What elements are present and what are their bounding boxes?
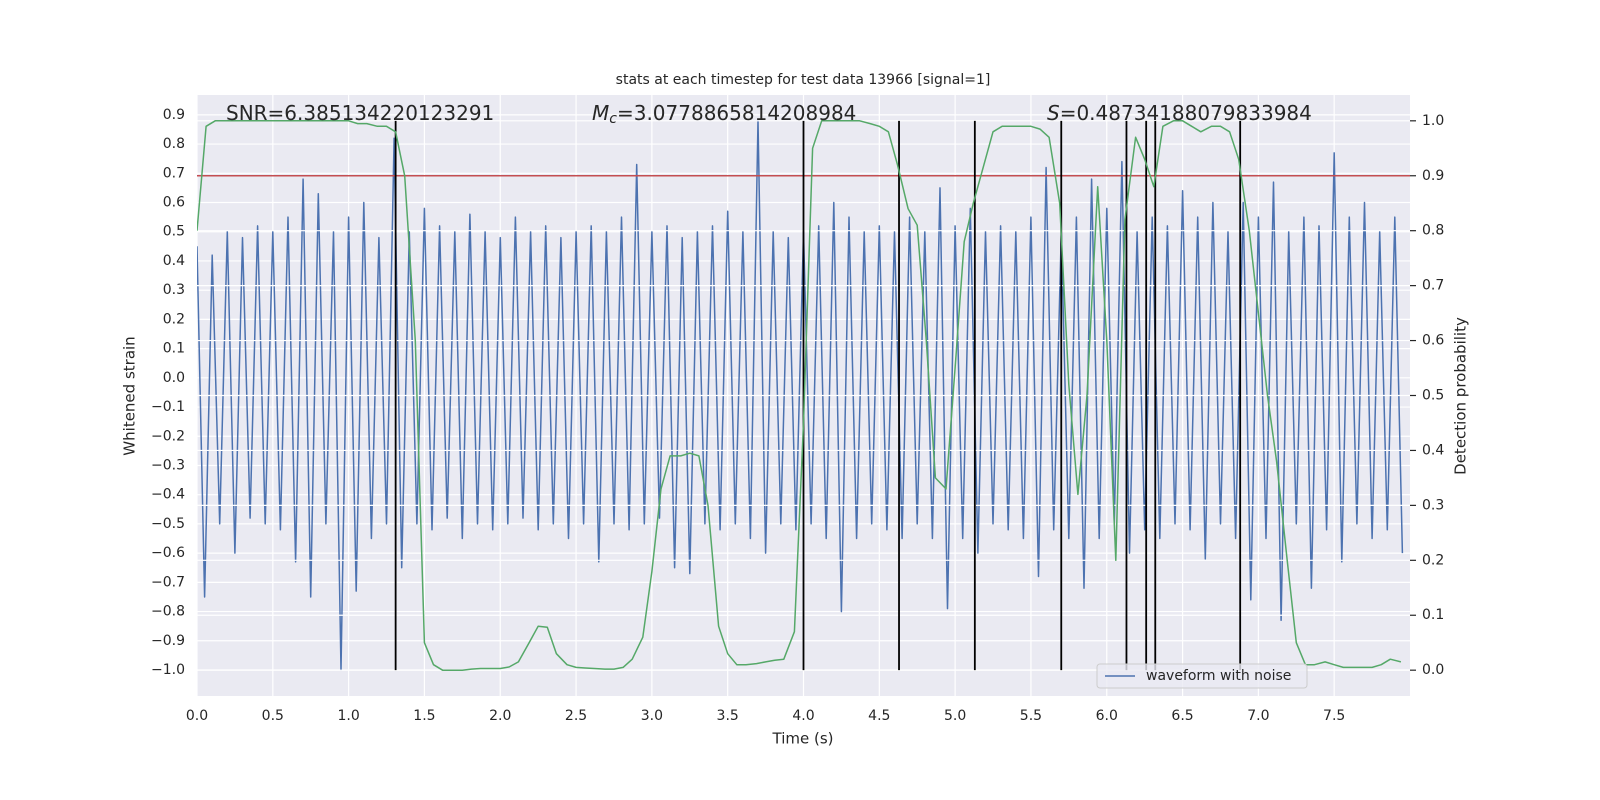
x-tick-label: 1.0 [337,708,359,724]
y-tick-label: −0.9 [151,633,185,649]
y-tick-label: 0.4 [163,253,185,269]
x-tick-label: 1.5 [413,708,435,724]
chart-title: stats at each timestep for test data 139… [616,72,991,88]
plot-layer [197,95,1410,696]
y-tick-label: 0.8 [163,136,185,152]
y2-tick-label: 0.3 [1422,497,1444,513]
y-tick-label: −1.0 [151,662,185,678]
y-tick-label: 0.2 [163,311,185,327]
y2-tick-label: 0.8 [1422,223,1444,239]
y2-tick-label: 0.6 [1422,333,1444,349]
y-tick-label: 0.9 [163,107,185,123]
y-tick-label: −0.8 [151,604,185,620]
x-tick-label: 5.0 [944,708,966,724]
x-tick-label: 7.5 [1323,708,1345,724]
x-tick-label: 4.0 [792,708,814,724]
x-tick-label: 3.5 [717,708,739,724]
legend-box [1096,663,1308,689]
y-tick-label: −0.4 [151,487,185,503]
annotation: Mc=3.0778865814208984 [592,101,856,128]
y-tick-label: −0.3 [151,457,185,473]
y-tick-label: 0.1 [163,341,185,357]
annotation-text: =0.48734188079833984 [1060,101,1312,125]
y2-tick-label: 0.0 [1422,662,1444,678]
x-tick-label: 2.5 [565,708,587,724]
y-tick-label: 0.0 [163,370,185,386]
series-line [197,120,1402,671]
y-tick-label: −0.2 [151,428,185,444]
y2-axis-label: Detection probability [1452,317,1470,475]
x-tick-label: 2.0 [489,708,511,724]
x-tick-label: 5.5 [1020,708,1042,724]
y2-tick-label: 0.4 [1422,442,1444,458]
annotation-symbol: M [592,101,609,125]
y2-tick-label: 0.2 [1422,552,1444,568]
y2-tick-label: 0.9 [1422,168,1444,184]
x-tick-label: 0.0 [186,708,208,724]
annotation: S=0.48734188079833984 [1047,101,1312,125]
x-tick-label: 6.0 [1096,708,1118,724]
y2-tick-label: 1.0 [1422,113,1444,129]
y-tick-label: −0.5 [151,516,185,532]
annotation-subscript: c [609,111,617,127]
y2-tick-label: 0.5 [1422,388,1444,404]
y-tick-label: 0.7 [163,165,185,181]
x-tick-label: 7.0 [1247,708,1269,724]
y2-tick-label: 0.7 [1422,278,1444,294]
x-axis-label: Time (s) [772,730,834,748]
annotation: SNR=6.385134220123291 [226,101,494,125]
y-tick-label: 0.5 [163,224,185,240]
y-axis-label: Whitened strain [121,336,139,455]
legend-label: waveform with noise [1146,668,1291,684]
y2-tick-label: 0.1 [1422,607,1444,623]
y-tick-label: 0.3 [163,282,185,298]
y-tick-label: −0.6 [151,545,185,561]
x-tick-label: 4.5 [868,708,890,724]
annotation-symbol: S [1047,101,1060,125]
x-tick-label: 6.5 [1171,708,1193,724]
y-tick-label: −0.1 [151,399,185,415]
annotation-text: SNR=6.385134220123291 [226,101,494,125]
x-tick-label: 3.0 [641,708,663,724]
series-line [197,119,1404,671]
y-tick-label: −0.7 [151,574,185,590]
annotation-text: =3.0778865814208984 [617,101,856,125]
x-tick-label: 0.5 [262,708,284,724]
y-tick-label: 0.6 [163,195,185,211]
